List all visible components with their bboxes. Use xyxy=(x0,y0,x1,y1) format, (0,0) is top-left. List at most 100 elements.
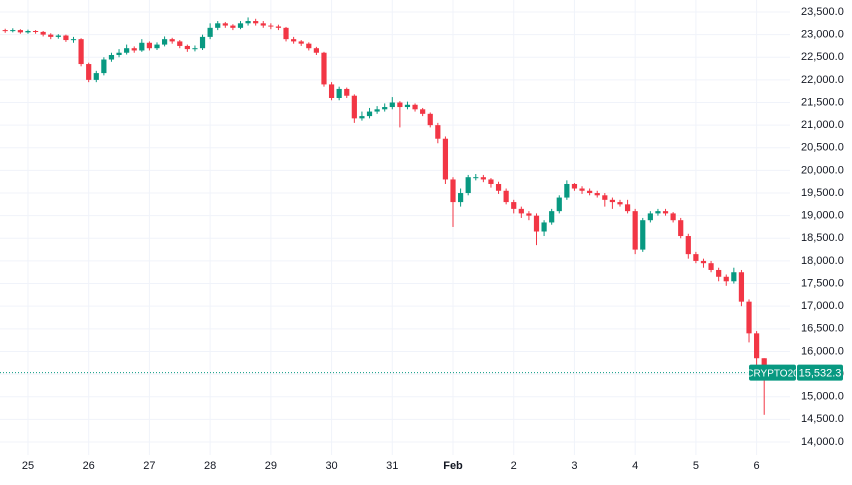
candle-body xyxy=(344,88,350,96)
candle-body xyxy=(587,190,593,194)
candle-body xyxy=(442,138,449,180)
candle-body xyxy=(480,177,486,180)
candle-body xyxy=(124,48,130,53)
y-tick-label: 15,000.0 xyxy=(801,391,844,403)
x-tick-label: 5 xyxy=(693,460,699,472)
candle-body xyxy=(253,21,259,24)
y-tick-label: 16,500.0 xyxy=(801,323,844,335)
candle-body xyxy=(617,202,623,205)
candle-body xyxy=(579,188,585,191)
candle-body xyxy=(116,52,122,55)
y-tick-label: 20,500.0 xyxy=(801,142,844,154)
candle-body xyxy=(404,104,411,108)
candle-body xyxy=(533,215,540,232)
y-tick-label: 14,000.0 xyxy=(801,436,844,448)
x-tick-label: Feb xyxy=(443,460,463,472)
candle-body xyxy=(237,23,244,28)
candle-body xyxy=(184,45,190,50)
candle-body xyxy=(754,333,760,359)
candle-body xyxy=(260,23,266,26)
x-tick-label: 3 xyxy=(571,460,577,472)
candle-body xyxy=(624,204,631,212)
candle-body xyxy=(154,44,160,49)
candle-body xyxy=(139,42,145,51)
y-tick-label: 18,500.0 xyxy=(801,232,844,244)
candle-body xyxy=(40,31,46,35)
candle-body xyxy=(374,109,380,112)
candle-body xyxy=(268,25,274,27)
candle-body xyxy=(169,39,175,42)
candle-body xyxy=(108,54,115,60)
price-tag xyxy=(797,364,843,381)
candle-body xyxy=(450,179,456,203)
y-tick-label: 19,000.0 xyxy=(801,210,844,222)
candle-body xyxy=(541,222,547,232)
candle-body xyxy=(495,183,502,191)
candle-body xyxy=(670,213,676,221)
candle-body xyxy=(473,177,479,179)
x-tick-label: 6 xyxy=(754,460,760,472)
x-tick-label: 28 xyxy=(204,460,216,472)
candle-body xyxy=(609,199,615,203)
y-tick-label: 20,000.0 xyxy=(801,164,844,176)
candle-body xyxy=(70,39,77,41)
candle-body xyxy=(336,88,342,98)
candle-body xyxy=(647,213,653,221)
candle-body xyxy=(655,211,661,214)
candle-body xyxy=(298,41,304,44)
candle-body xyxy=(222,23,228,26)
candle-body xyxy=(25,31,31,33)
y-tick-label: 17,000.0 xyxy=(801,300,844,312)
x-tick-label: 31 xyxy=(386,460,398,472)
candle-body xyxy=(17,30,23,33)
candle-body xyxy=(731,272,737,282)
candle-body xyxy=(716,269,722,277)
candle-body xyxy=(685,236,691,255)
x-tick-label: 4 xyxy=(632,460,638,472)
candle-body xyxy=(746,301,752,334)
candle-body xyxy=(738,272,745,302)
candle-body xyxy=(511,202,517,209)
y-tick-label: 21,500.0 xyxy=(801,96,844,108)
candle-body xyxy=(146,42,153,49)
candle-body xyxy=(177,41,183,46)
x-tick-label: 25 xyxy=(22,460,34,472)
candle-body xyxy=(55,35,61,37)
x-tick-label: 30 xyxy=(325,460,337,472)
candle-body xyxy=(458,193,464,203)
candle-body xyxy=(321,52,327,85)
y-tick-label: 21,000.0 xyxy=(801,119,844,131)
candle-body xyxy=(359,116,365,119)
y-tick-label: 22,500.0 xyxy=(801,51,844,63)
candle-body xyxy=(48,34,54,37)
y-tick-label: 17,500.0 xyxy=(801,277,844,289)
candle-body xyxy=(526,213,532,216)
candle-body xyxy=(632,211,638,250)
y-tick-label: 19,500.0 xyxy=(801,187,844,199)
y-tick-label: 18,000.0 xyxy=(801,255,844,267)
candle-body xyxy=(230,25,236,28)
candle-body xyxy=(275,26,282,28)
candle-body xyxy=(86,64,92,80)
y-tick-label: 23,500.0 xyxy=(801,6,844,18)
candle-body xyxy=(351,95,357,119)
x-tick-label: 26 xyxy=(83,460,95,472)
candle-body xyxy=(412,104,418,110)
candle-body xyxy=(366,111,373,117)
candle-body xyxy=(503,190,509,203)
symbol-label: CRYPTO20 xyxy=(746,368,799,379)
candle-body xyxy=(571,183,578,189)
candle-body xyxy=(207,27,213,37)
y-tick-label: 22,000.0 xyxy=(801,74,844,86)
candle-body xyxy=(678,220,684,237)
candle-body xyxy=(602,195,608,200)
symbol-tag xyxy=(749,364,796,381)
candle-body xyxy=(488,179,494,184)
candle-body xyxy=(101,59,107,74)
x-tick-label: 27 xyxy=(143,460,155,472)
candle-body xyxy=(640,220,646,250)
candle-body xyxy=(32,31,39,33)
candle-body xyxy=(78,39,84,65)
candle-body xyxy=(199,36,206,49)
candle-body xyxy=(215,23,221,28)
